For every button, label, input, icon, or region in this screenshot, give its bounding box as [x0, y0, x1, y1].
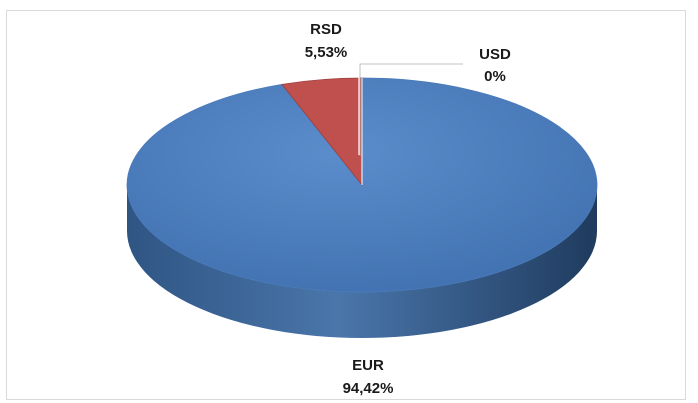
label-eur-category: EUR [352, 357, 384, 374]
pie-slices [126, 77, 598, 338]
slice-side-eur [127, 185, 597, 338]
label-usd-value: 0% [484, 68, 506, 85]
usd-leader-line [358, 62, 463, 155]
label-rsd-category: RSD [310, 21, 342, 38]
usd-leader-line-shadow [359, 63, 463, 156]
label-rsd-value: 5,53% [305, 44, 348, 61]
label-eur-value: 94,42% [343, 380, 394, 397]
label-usd-category: USD [479, 46, 511, 63]
